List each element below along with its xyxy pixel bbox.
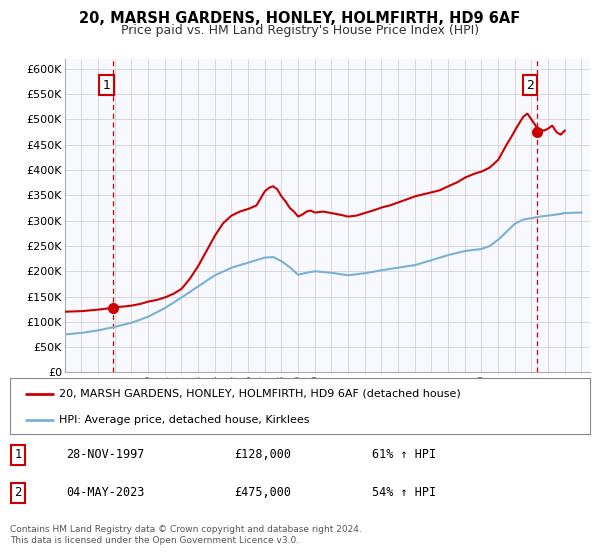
Text: 20, MARSH GARDENS, HONLEY, HOLMFIRTH, HD9 6AF (detached house): 20, MARSH GARDENS, HONLEY, HOLMFIRTH, HD… <box>59 389 461 399</box>
Text: Price paid vs. HM Land Registry's House Price Index (HPI): Price paid vs. HM Land Registry's House … <box>121 24 479 36</box>
Text: 20, MARSH GARDENS, HONLEY, HOLMFIRTH, HD9 6AF: 20, MARSH GARDENS, HONLEY, HOLMFIRTH, HD… <box>79 11 521 26</box>
Text: 1: 1 <box>103 78 110 92</box>
Text: 54% ↑ HPI: 54% ↑ HPI <box>372 486 436 500</box>
Text: 2: 2 <box>526 78 534 92</box>
Text: Contains HM Land Registry data © Crown copyright and database right 2024.
This d: Contains HM Land Registry data © Crown c… <box>10 525 362 545</box>
Text: 61% ↑ HPI: 61% ↑ HPI <box>372 448 436 461</box>
Text: 1: 1 <box>14 448 22 461</box>
Text: 04-MAY-2023: 04-MAY-2023 <box>66 486 145 500</box>
Text: £128,000: £128,000 <box>234 448 291 461</box>
Text: HPI: Average price, detached house, Kirklees: HPI: Average price, detached house, Kirk… <box>59 415 310 425</box>
Text: 2: 2 <box>14 486 22 500</box>
Text: £475,000: £475,000 <box>234 486 291 500</box>
Text: 28-NOV-1997: 28-NOV-1997 <box>66 448 145 461</box>
